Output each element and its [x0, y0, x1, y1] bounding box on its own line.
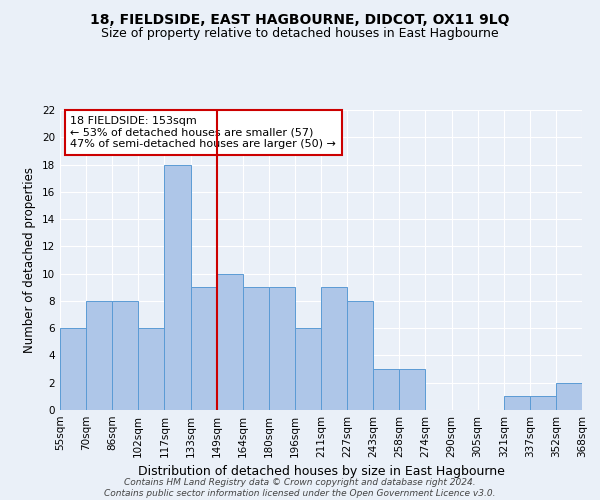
Text: 18, FIELDSIDE, EAST HAGBOURNE, DIDCOT, OX11 9LQ: 18, FIELDSIDE, EAST HAGBOURNE, DIDCOT, O…	[90, 12, 510, 26]
Bar	[400, 369, 425, 410]
Bar	[60, 328, 86, 410]
Bar	[321, 288, 347, 410]
Text: 18 FIELDSIDE: 153sqm
← 53% of detached houses are smaller (57)
47% of semi-detac: 18 FIELDSIDE: 153sqm ← 53% of detached h…	[70, 116, 337, 149]
Bar	[191, 288, 217, 410]
Y-axis label: Number of detached properties: Number of detached properties	[23, 167, 37, 353]
Bar	[373, 369, 400, 410]
Bar	[295, 328, 321, 410]
Bar	[164, 164, 191, 410]
Bar	[269, 288, 295, 410]
Bar	[504, 396, 530, 410]
Text: Size of property relative to detached houses in East Hagbourne: Size of property relative to detached ho…	[101, 28, 499, 40]
Bar	[242, 288, 269, 410]
Bar	[530, 396, 556, 410]
Bar	[347, 301, 373, 410]
X-axis label: Distribution of detached houses by size in East Hagbourne: Distribution of detached houses by size …	[137, 466, 505, 478]
Bar	[86, 301, 112, 410]
Bar	[139, 328, 164, 410]
Text: Contains HM Land Registry data © Crown copyright and database right 2024.
Contai: Contains HM Land Registry data © Crown c…	[104, 478, 496, 498]
Bar	[556, 382, 582, 410]
Bar	[112, 301, 139, 410]
Bar	[217, 274, 243, 410]
